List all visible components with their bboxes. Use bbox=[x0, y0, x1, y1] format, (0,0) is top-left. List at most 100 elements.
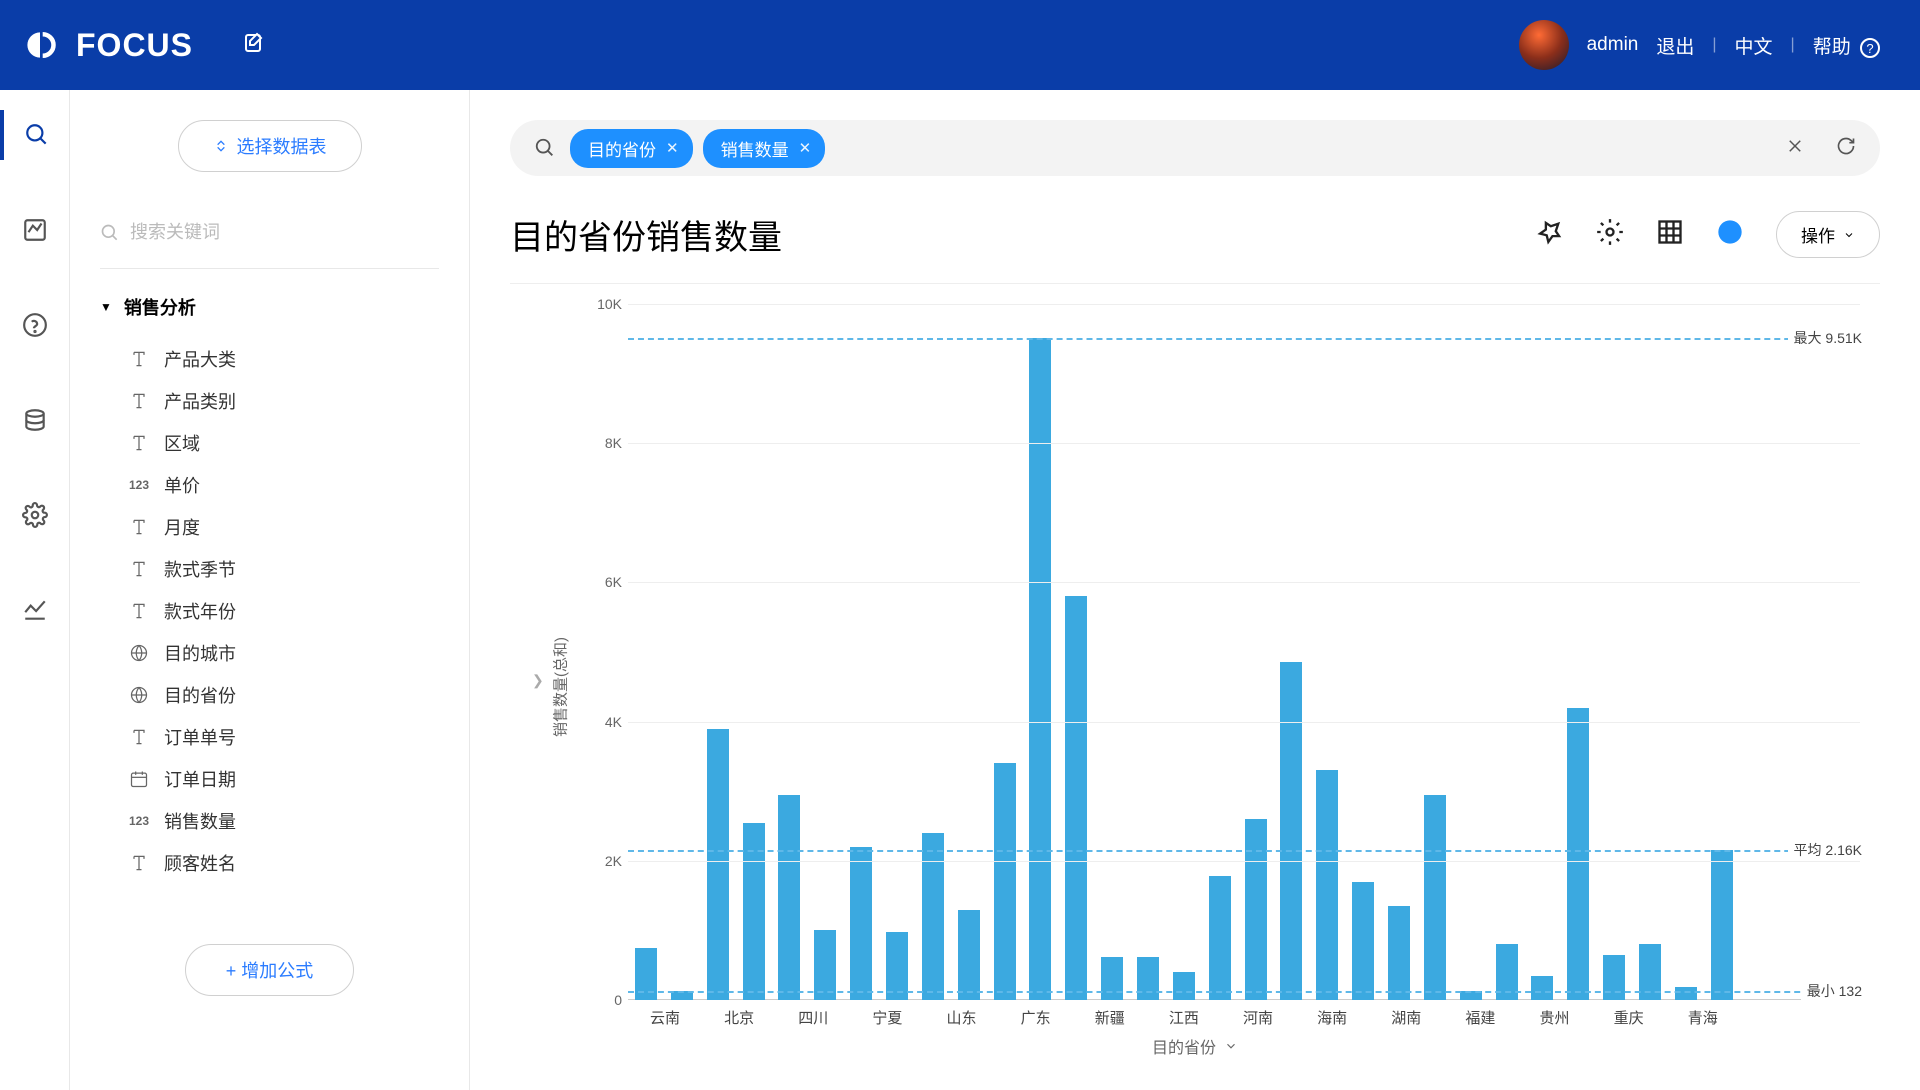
field-type-icon bbox=[128, 768, 150, 790]
bar[interactable] bbox=[958, 910, 980, 1000]
field-type-icon bbox=[128, 684, 150, 706]
field-item[interactable]: 123 销售数量 bbox=[100, 800, 439, 842]
pill-remove-icon[interactable]: ✕ bbox=[799, 139, 812, 157]
x-tick-label: 青海 bbox=[1681, 1007, 1725, 1028]
rail-data[interactable] bbox=[0, 395, 70, 445]
field-item[interactable]: 顾客姓名 bbox=[100, 842, 439, 884]
refresh-icon[interactable] bbox=[1836, 136, 1856, 161]
bar[interactable] bbox=[1209, 876, 1231, 1000]
bar[interactable] bbox=[1280, 662, 1302, 1000]
x-tick-label: 山东 bbox=[940, 1007, 984, 1028]
field-item[interactable]: 123单价 bbox=[100, 464, 439, 506]
x-axis-title[interactable]: 目的省份 bbox=[1152, 1034, 1238, 1058]
bar[interactable] bbox=[1603, 955, 1625, 1000]
settings-icon[interactable] bbox=[1596, 218, 1624, 251]
field-type-icon bbox=[128, 432, 150, 454]
rail-settings[interactable] bbox=[0, 490, 70, 540]
field-label: 销售数量 bbox=[164, 808, 236, 834]
field-item[interactable]: 目的城市 bbox=[100, 632, 439, 674]
help-icon: ? bbox=[1860, 38, 1880, 58]
query-bar[interactable]: 目的省份✕ 销售数量✕ bbox=[510, 120, 1880, 176]
x-tick-label: 广东 bbox=[1014, 1007, 1058, 1028]
field-type-icon bbox=[128, 726, 150, 748]
x-tick-label: 新疆 bbox=[1088, 1007, 1132, 1028]
query-pill[interactable]: 目的省份✕ bbox=[570, 129, 693, 168]
rail-pinboard[interactable] bbox=[0, 205, 70, 255]
avatar[interactable] bbox=[1519, 20, 1569, 70]
add-formula-button[interactable]: + 增加公式 bbox=[185, 944, 355, 996]
app-header: FOCUS admin 退出 | 中文 | 帮助 ? bbox=[0, 0, 1920, 90]
keyword-search-input[interactable] bbox=[130, 222, 439, 243]
field-item[interactable]: 产品类别 bbox=[100, 380, 439, 422]
bar[interactable] bbox=[1173, 972, 1195, 1000]
chart-plot[interactable]: 02K4K6K8K10K最大 9.51K平均 2.16K最小 132 bbox=[580, 304, 1860, 1000]
language-link[interactable]: 中文 bbox=[1735, 32, 1773, 59]
header-right: admin 退出 | 中文 | 帮助 ? bbox=[1519, 20, 1880, 70]
bar[interactable] bbox=[1388, 906, 1410, 1000]
user-name[interactable]: admin bbox=[1587, 34, 1639, 56]
field-item[interactable]: 款式年份 bbox=[100, 590, 439, 632]
bar[interactable] bbox=[1029, 338, 1051, 1000]
y-tick-label: 8K bbox=[580, 435, 622, 451]
clear-icon[interactable] bbox=[1786, 137, 1804, 160]
field-label: 款式季节 bbox=[164, 556, 236, 582]
field-type-icon bbox=[128, 348, 150, 370]
bar[interactable] bbox=[1567, 708, 1589, 1000]
table-view-icon[interactable] bbox=[1656, 218, 1684, 251]
bar[interactable] bbox=[1137, 957, 1159, 1000]
x-tick-label: 江西 bbox=[1162, 1007, 1206, 1028]
logo[interactable]: FOCUS bbox=[20, 25, 193, 65]
bar[interactable] bbox=[1316, 770, 1338, 1000]
pill-remove-icon[interactable]: ✕ bbox=[666, 139, 679, 157]
rail-help[interactable] bbox=[0, 300, 70, 350]
field-item[interactable]: 月度 bbox=[100, 506, 439, 548]
expand-icon[interactable]: ❯ bbox=[532, 672, 544, 689]
help-link[interactable]: 帮助 ? bbox=[1813, 32, 1880, 59]
bar[interactable] bbox=[922, 833, 944, 1000]
field-type-icon bbox=[128, 642, 150, 664]
bar[interactable] bbox=[707, 729, 729, 1000]
chart-view-icon[interactable] bbox=[1716, 218, 1744, 251]
field-item[interactable]: 目的省份 bbox=[100, 674, 439, 716]
bar[interactable] bbox=[1065, 596, 1087, 1000]
field-item[interactable]: 订单单号 bbox=[100, 716, 439, 758]
bar[interactable] bbox=[1245, 819, 1267, 1000]
bar[interactable] bbox=[1101, 957, 1123, 1000]
bar[interactable] bbox=[1531, 976, 1553, 1000]
bar[interactable] bbox=[1424, 795, 1446, 1000]
pin-icon[interactable] bbox=[1536, 218, 1564, 251]
edit-icon[interactable] bbox=[243, 31, 267, 60]
bar[interactable] bbox=[778, 795, 800, 1000]
field-item[interactable]: 区域 bbox=[100, 422, 439, 464]
query-pill[interactable]: 销售数量✕ bbox=[703, 129, 826, 168]
y-axis-label: 销售数量(总和) bbox=[550, 637, 571, 737]
field-item[interactable]: 款式季节 bbox=[100, 548, 439, 590]
x-tick-label: 重庆 bbox=[1607, 1007, 1651, 1028]
bar[interactable] bbox=[1675, 987, 1697, 1000]
x-labels: 云南北京四川宁夏山东广东新疆江西河南海南湖南福建贵州重庆青海 bbox=[628, 1007, 1740, 1028]
tree-header[interactable]: ▼ 销售分析 bbox=[100, 294, 439, 320]
sidebar: 选择数据表 ▼ 销售分析 产品大类产品类别区域123单价月度款式季节款式年份目的… bbox=[70, 90, 470, 1090]
x-tick-label: 宁夏 bbox=[865, 1007, 909, 1028]
field-label: 产品大类 bbox=[164, 346, 236, 372]
field-label: 单价 bbox=[164, 472, 200, 498]
field-label: 月度 bbox=[164, 514, 200, 540]
bar[interactable] bbox=[1352, 882, 1374, 1000]
bar[interactable] bbox=[1711, 850, 1733, 1000]
field-item[interactable]: 订单日期 bbox=[100, 758, 439, 800]
bar[interactable] bbox=[886, 932, 908, 1000]
rail-search[interactable] bbox=[0, 110, 70, 160]
field-item[interactable]: 产品大类 bbox=[100, 338, 439, 380]
logout-link[interactable]: 退出 bbox=[1656, 32, 1694, 59]
field-type-icon: 123 bbox=[128, 810, 150, 832]
action-button[interactable]: 操作 bbox=[1776, 211, 1880, 258]
select-table-button[interactable]: 选择数据表 bbox=[178, 120, 362, 172]
bar[interactable] bbox=[814, 930, 836, 1000]
bar[interactable] bbox=[850, 847, 872, 1000]
keyword-search[interactable] bbox=[100, 222, 439, 253]
x-tick-label: 河南 bbox=[1236, 1007, 1280, 1028]
rail-analytics[interactable] bbox=[0, 585, 70, 635]
bar[interactable] bbox=[994, 763, 1016, 1000]
field-type-icon bbox=[128, 558, 150, 580]
field-list: 产品大类产品类别区域123单价月度款式季节款式年份目的城市目的省份订单单号订单日… bbox=[100, 338, 439, 884]
